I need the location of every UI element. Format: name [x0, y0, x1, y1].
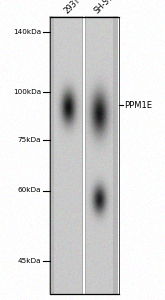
Text: 100kDa: 100kDa — [13, 88, 41, 94]
Text: 75kDa: 75kDa — [18, 136, 41, 142]
Text: 60kDa: 60kDa — [18, 188, 41, 194]
Text: PPM1E: PPM1E — [124, 100, 152, 109]
Text: 140kDa: 140kDa — [13, 28, 41, 34]
Text: 45kDa: 45kDa — [18, 258, 41, 264]
Text: 293T: 293T — [63, 0, 82, 15]
Text: SH-SY5Y: SH-SY5Y — [93, 0, 122, 15]
